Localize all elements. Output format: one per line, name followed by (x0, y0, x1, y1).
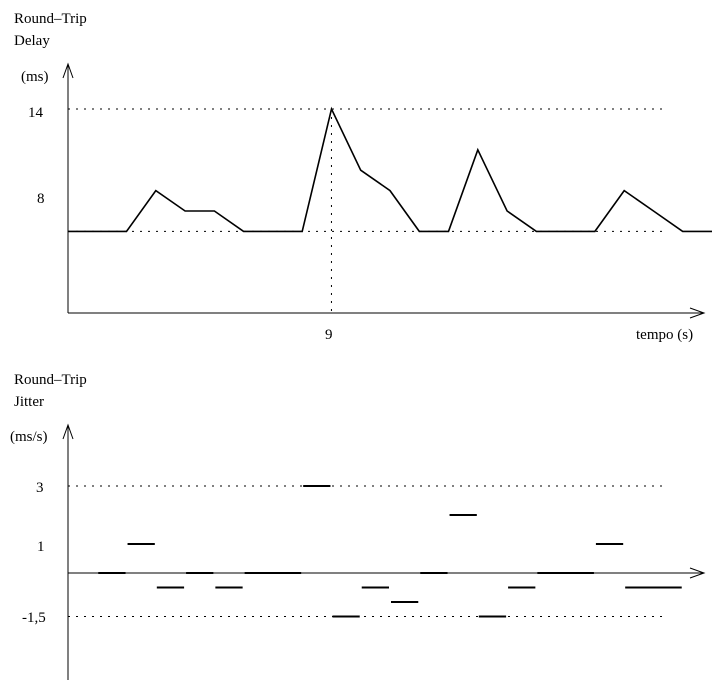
jitter-chart: Round–Trip Jitter (ms/s) 3 1 -1,5 (10, 372, 706, 680)
delay-series-line (68, 106, 712, 233)
jitter-x-axis-arrow (689, 567, 706, 579)
jitter-title-line-2: Jitter (14, 394, 44, 410)
jitter-segments (98, 485, 682, 618)
delay-x-axis-label: tempo (s) (636, 327, 693, 343)
delay-y-axis-label: (ms) (21, 69, 49, 85)
delay-x-axis-arrow (689, 307, 706, 319)
jitter-y-tick-3: 3 (36, 480, 44, 496)
jitter-y-tick-1: 1 (37, 539, 45, 555)
delay-chart: Round–Trip Delay (ms) 14 8 9 tempo (s) (14, 11, 712, 343)
delay-y-axis-arrow (62, 62, 74, 79)
delay-y-tick-8: 8 (37, 191, 45, 207)
delay-y-tick-14: 14 (28, 105, 44, 121)
delay-x-tick-9: 9 (325, 327, 333, 343)
jitter-y-tick-minus-1-5: -1,5 (22, 610, 46, 626)
jitter-title-line-1: Round–Trip (14, 372, 87, 388)
delay-title-line-1: Round–Trip (14, 11, 87, 27)
delay-title-line-2: Delay (14, 33, 50, 49)
jitter-y-axis-label: (ms/s) (10, 429, 48, 445)
jitter-y-axis-arrow (62, 423, 74, 440)
